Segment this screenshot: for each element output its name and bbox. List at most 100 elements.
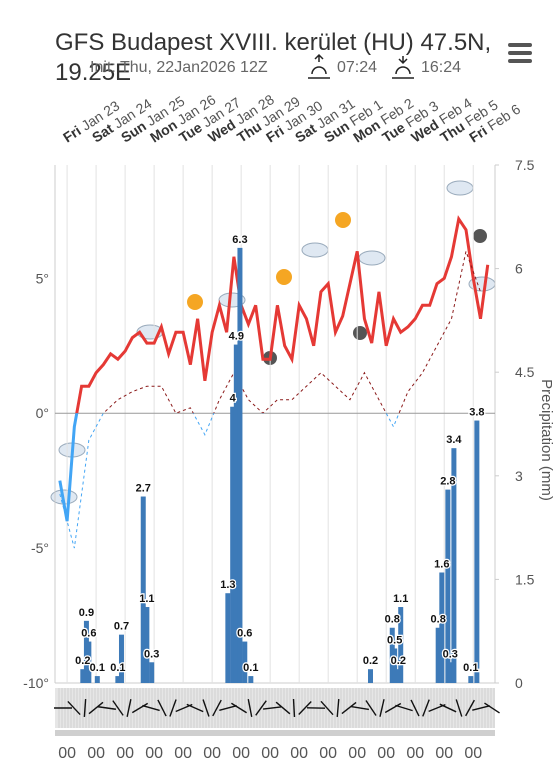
hour-label: 00 [116, 745, 134, 762]
precipitation-bar [115, 676, 121, 683]
wind-barb [230, 702, 248, 714]
precipitation-bar [398, 607, 404, 683]
y2-tick-label: 4.5 [515, 364, 535, 380]
precipitation-label: 4 [230, 393, 237, 405]
precipitation-label: 3.8 [469, 407, 484, 419]
precipitation-label: 0.9 [79, 607, 94, 619]
y-tick-label: 5° [36, 270, 49, 286]
wind-barb [202, 699, 210, 717]
wind-barb [351, 705, 369, 711]
temperature-line [102, 249, 481, 414]
wind-barb [255, 700, 267, 716]
precipitation-bar [242, 641, 248, 683]
menu-icon[interactable] [508, 43, 532, 63]
weekday-label: Fri [60, 122, 84, 145]
precipitation-label: 0.8 [431, 614, 446, 626]
precipitation-bar [225, 593, 231, 683]
wind-barb [131, 702, 149, 714]
wind-barb [67, 700, 81, 716]
precipitation-bar [392, 648, 398, 683]
wind-strip-base [55, 730, 495, 736]
wind-barb [422, 699, 430, 717]
precipitation-bar [439, 572, 445, 683]
hour-label: 00 [435, 745, 453, 762]
wind-barb [112, 700, 124, 716]
precipitation-bar [140, 496, 146, 683]
precipitation-bar [248, 676, 254, 683]
precipitation-label: 6.3 [232, 234, 247, 246]
wind-barb [219, 704, 237, 712]
wind-barb [275, 701, 291, 715]
precipitation-label: 0.3 [443, 648, 458, 660]
wind-barb [439, 703, 457, 713]
wind-barb [126, 699, 132, 717]
y-tick-label: -5° [31, 540, 49, 556]
y2-tick-label: 1.5 [515, 571, 535, 587]
precipitation-label: 0.1 [243, 662, 258, 674]
sunrise-time: 07:24 [337, 59, 377, 76]
precipitation-label: 0.1 [90, 662, 105, 674]
precipitation-label: 2.8 [440, 476, 455, 488]
precipitation-label: 0.1 [463, 662, 478, 674]
wind-barb [341, 701, 357, 715]
weather-icons [50, 180, 496, 505]
wind-barb [83, 698, 87, 718]
wind-barb [298, 701, 312, 715]
wind-barb [336, 698, 340, 718]
init-text: Init: Thu, 22Jan2026 12Z [90, 59, 268, 76]
precipitation-label: 0.8 [385, 614, 400, 626]
wind-barb [365, 700, 377, 716]
wind-barb [384, 702, 402, 714]
precipitation-label: 0.2 [75, 655, 90, 667]
y2-tick-label: 6 [515, 261, 523, 277]
precipitation-bar [445, 489, 451, 683]
wind-barb [410, 699, 420, 717]
wind-barb [292, 698, 296, 718]
sunset-icon [392, 56, 414, 79]
precipitation-label: 1.1 [139, 593, 154, 605]
hour-label: 00 [174, 745, 192, 762]
temperature-line [75, 215, 490, 414]
precipitation-label: 1.1 [393, 593, 408, 605]
wind-barb [97, 706, 117, 710]
precipitation-bar [80, 669, 86, 683]
precipitation-bar [367, 669, 373, 683]
y-tick-label: -10° [23, 675, 49, 691]
hour-label: 00 [261, 745, 279, 762]
hour-label: 00 [232, 745, 250, 762]
y-tick-label: 0° [36, 405, 49, 421]
y2-axis-label: Precipitation (mm) [538, 379, 555, 501]
precipitation-label: 0.2 [363, 655, 378, 667]
wind-barb [320, 700, 334, 716]
precipitation-bar [118, 634, 124, 683]
wind-barb [262, 706, 282, 710]
hour-label: 00 [87, 745, 105, 762]
precipitation-label: 1.3 [220, 579, 235, 591]
sunrise-icon [308, 53, 330, 79]
precipitation-bar [435, 627, 441, 683]
wind-barb [395, 704, 413, 712]
wind-barbs [54, 688, 500, 728]
wind-barb [247, 699, 253, 717]
precipitation-label: 0.3 [144, 648, 159, 660]
hour-label: 00 [348, 745, 366, 762]
precipitation-bar [233, 344, 239, 683]
precipitation-label: 0.2 [391, 655, 406, 667]
hour-label: 00 [406, 745, 424, 762]
y2-tick-label: 3 [515, 468, 523, 484]
wind-barb [186, 703, 204, 713]
precipitation-bar [149, 662, 155, 683]
precipitation-bar [468, 676, 474, 683]
precipitation-label: 0.6 [237, 628, 252, 640]
precipitation-bar [474, 420, 480, 683]
wind-barb [212, 699, 222, 717]
sunset-time: 16:24 [421, 59, 461, 76]
precipitation-bar [94, 676, 100, 683]
wind-barb [379, 699, 385, 717]
precipitation-label: 2.7 [136, 483, 151, 495]
y2-tick-label: 7.5 [515, 157, 535, 173]
precipitation-label: 4.9 [229, 331, 244, 343]
y2-tick-label: 0 [515, 675, 523, 691]
